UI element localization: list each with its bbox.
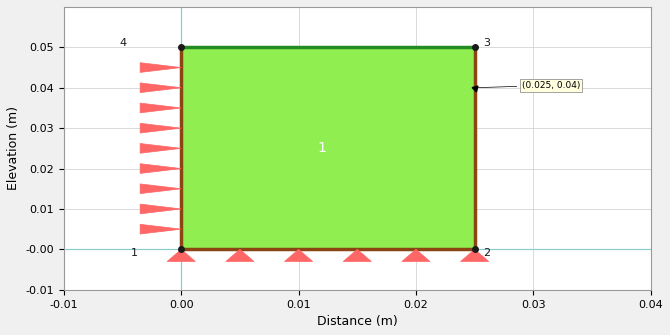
Polygon shape xyxy=(226,249,254,262)
Polygon shape xyxy=(343,249,371,262)
Polygon shape xyxy=(140,143,181,153)
Polygon shape xyxy=(140,164,181,174)
Text: 2: 2 xyxy=(483,249,490,258)
Polygon shape xyxy=(140,184,181,194)
X-axis label: Distance (m): Distance (m) xyxy=(317,315,397,328)
Text: 1: 1 xyxy=(318,141,326,155)
Polygon shape xyxy=(140,204,181,214)
Polygon shape xyxy=(140,83,181,92)
Polygon shape xyxy=(285,249,313,262)
Polygon shape xyxy=(460,249,488,262)
Y-axis label: Elevation (m): Elevation (m) xyxy=(7,106,20,190)
Polygon shape xyxy=(140,224,181,234)
Polygon shape xyxy=(140,63,181,72)
Text: 1: 1 xyxy=(131,249,138,258)
Polygon shape xyxy=(140,123,181,133)
Text: (0.025, 0.04): (0.025, 0.04) xyxy=(478,81,580,90)
Text: 4: 4 xyxy=(119,38,126,48)
Bar xyxy=(181,47,474,249)
Text: 3: 3 xyxy=(483,38,490,48)
Polygon shape xyxy=(167,249,195,262)
Polygon shape xyxy=(140,103,181,113)
Polygon shape xyxy=(402,249,430,262)
